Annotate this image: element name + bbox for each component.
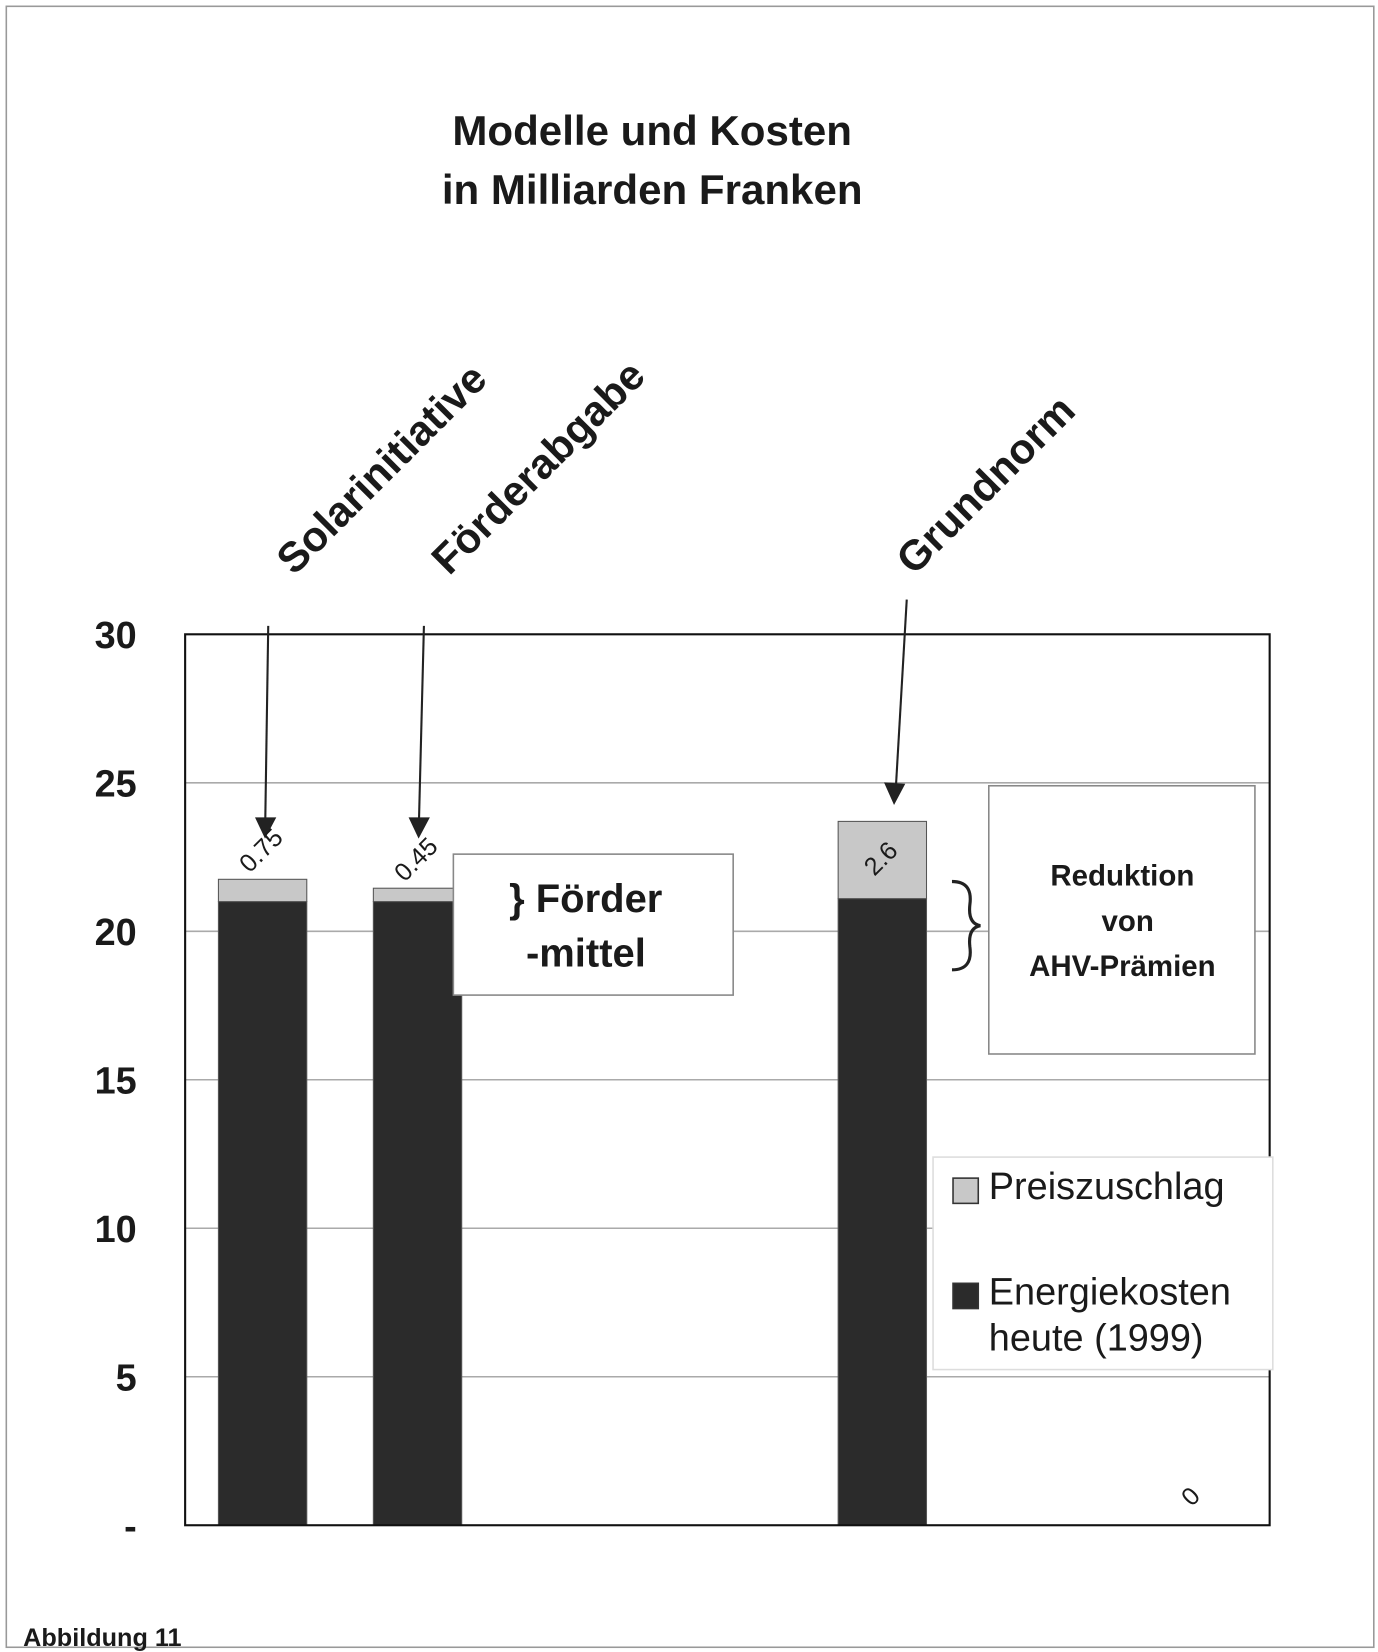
- arrow-head: [408, 817, 430, 839]
- value-label: 0.75: [234, 823, 289, 878]
- legend-entry: Energiekosten heute (1999): [988, 1269, 1231, 1360]
- legend-box: [932, 1156, 1274, 1371]
- bar-segment: [372, 887, 463, 903]
- annotation: Reduktion: [1050, 860, 1194, 893]
- legend-swatch: [952, 1177, 980, 1205]
- bar-segment: [837, 898, 928, 1526]
- value-label: 0: [1176, 1482, 1206, 1512]
- y-tick-label: 25: [95, 763, 137, 805]
- bar-segment: [217, 901, 308, 1526]
- y-tick-label: -: [124, 1506, 137, 1548]
- legend-entry: Preiszuschlag: [988, 1164, 1225, 1208]
- y-tick-label: 10: [95, 1209, 137, 1251]
- y-tick-label: 30: [95, 615, 137, 657]
- y-tick-label: 5: [116, 1357, 137, 1399]
- caption: Abbildung 11: [23, 1624, 181, 1652]
- arrows: [255, 599, 908, 839]
- y-tick-label: 15: [95, 1060, 137, 1102]
- annotation-box: [988, 784, 1256, 1055]
- category-label: Grundnorm: [887, 386, 1084, 583]
- brace: [951, 879, 981, 972]
- annotation: AHV-Prämien: [1029, 950, 1216, 983]
- bar-segment: [372, 901, 463, 1526]
- annotation: -mittel: [526, 932, 646, 976]
- grid: [185, 633, 1270, 1527]
- legend-label: Energiekosten heute (1999): [988, 1269, 1231, 1360]
- arrow-head: [255, 817, 277, 839]
- legend: Preiszuschlag Energiekosten heute (1999): [932, 1156, 1274, 1371]
- arrow: [417, 625, 425, 834]
- legend-label: Preiszuschlag: [988, 1164, 1225, 1208]
- value-label: 0.45: [389, 832, 444, 887]
- legend-swatch: [952, 1282, 980, 1310]
- annotation-box: [452, 853, 734, 996]
- annotation: von: [1101, 905, 1153, 938]
- arrow: [894, 599, 908, 800]
- chart-title: Modelle und Kosten: [452, 107, 852, 154]
- bar-segment: [217, 878, 308, 903]
- page-border: [5, 5, 1375, 1649]
- annotation: } Förder: [509, 877, 662, 921]
- bar-segment: [837, 820, 928, 900]
- arrow-head: [884, 782, 906, 805]
- plot-border: [184, 633, 1271, 1527]
- arrow: [264, 625, 270, 834]
- y-tick-label: 20: [95, 912, 137, 954]
- chart-title: in Milliarden Franken: [442, 166, 863, 213]
